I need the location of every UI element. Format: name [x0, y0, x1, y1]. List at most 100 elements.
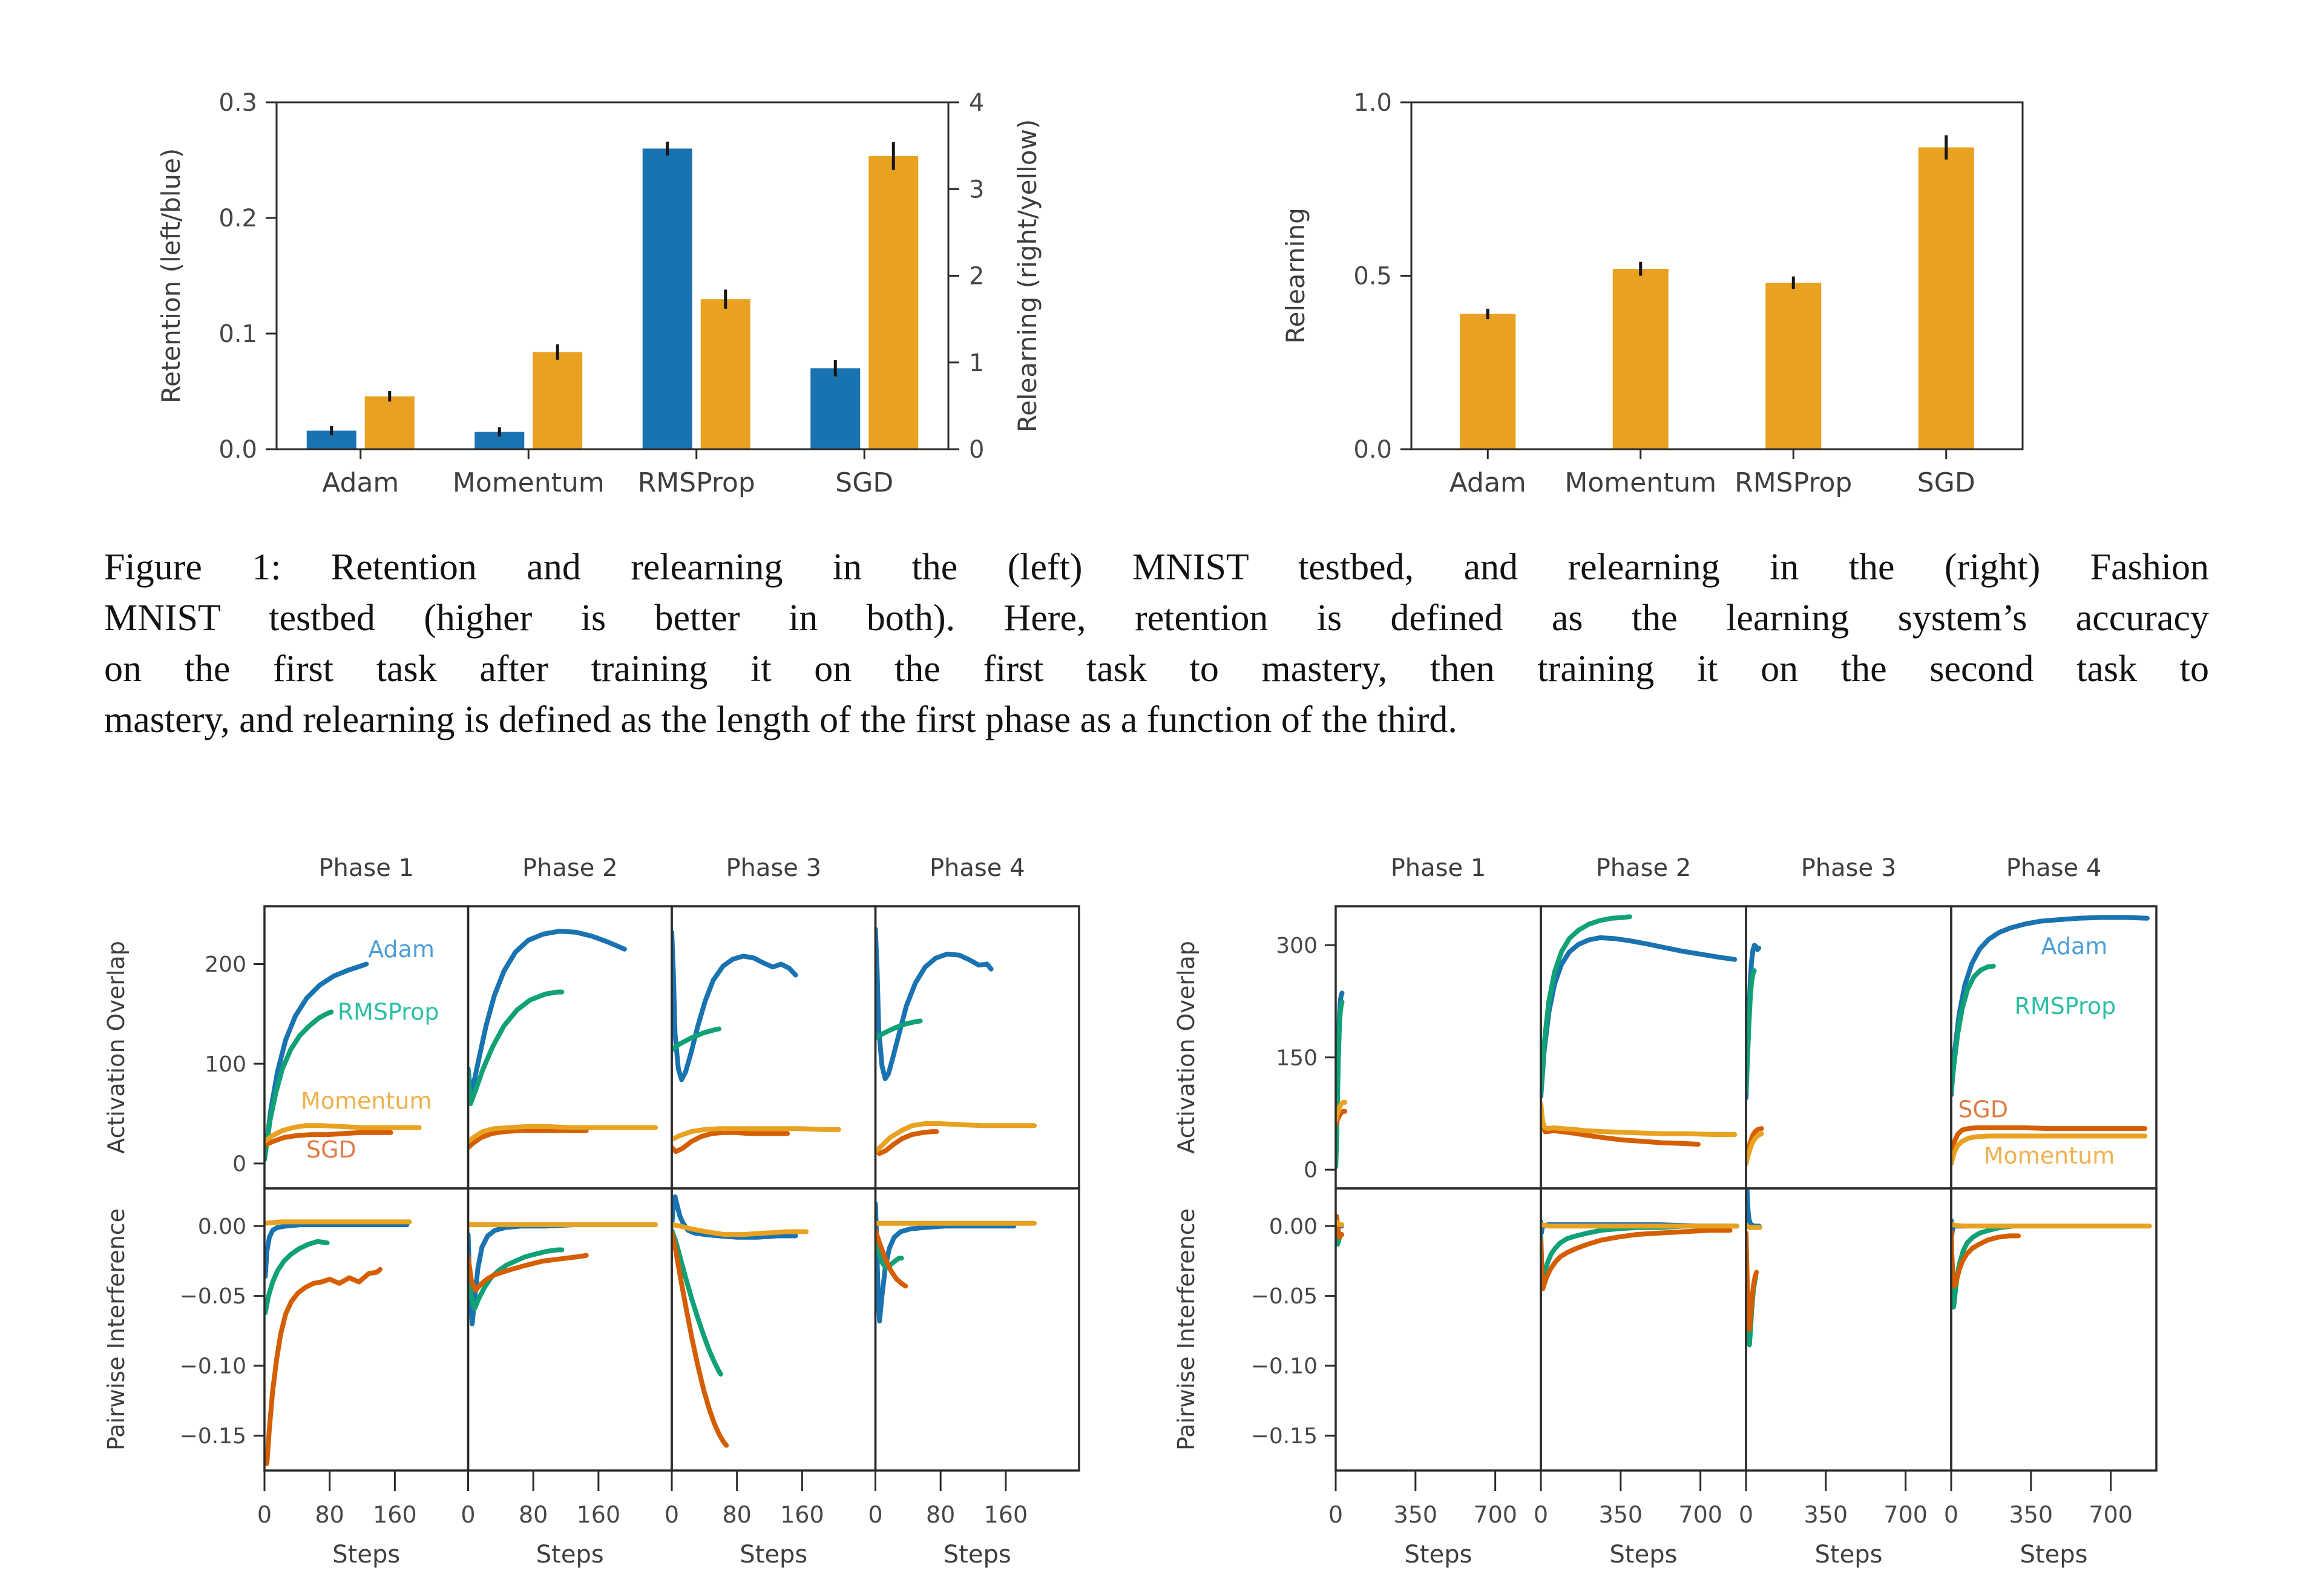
series-line-sgd: [672, 1230, 729, 1448]
series-line-rmsprop: [468, 1247, 565, 1311]
series-line-adam: [876, 1201, 1017, 1324]
bar-relearning-rmsprop: [1765, 282, 1822, 449]
panel-phase-1-row1: [265, 961, 422, 1162]
y-tick-label: 0.2: [218, 205, 257, 232]
series-line-sgd: [876, 1129, 939, 1156]
series-line-momentum: [672, 1126, 841, 1142]
bar-relearning-momentum: [1612, 269, 1669, 449]
phase-title: Phase 2: [1596, 854, 1692, 882]
series-line-adam: [1747, 1189, 1762, 1229]
x-tick-label: 160: [780, 1501, 824, 1528]
x-tick-label: 0: [868, 1501, 882, 1528]
phase-title: Phase 1: [1391, 854, 1486, 882]
x-axis-label: Steps: [1815, 1541, 1883, 1568]
series-line-momentum: [876, 1121, 1037, 1154]
y-tick-label: 0.0: [1353, 436, 1392, 464]
figure-caption: Figure 1: Retention and relearning in th…: [104, 542, 2209, 745]
bar-relearning-momentum: [533, 352, 583, 449]
x-tick-label: 160: [984, 1501, 1028, 1528]
panel-phase-3-row2: [1747, 1189, 1762, 1348]
panel-phase-3-row2: [672, 1194, 809, 1448]
x-axis-label: Steps: [944, 1541, 1011, 1568]
series-line-rmsprop: [1952, 963, 1996, 1095]
panel-box: [874, 1187, 1080, 1472]
x-tick-label: 700: [2089, 1501, 2133, 1528]
fashion-mnist-relearning-bar-chart: 0.0 0.5 1.0 Relearning Adam Momentum RMSProp SG…: [1247, 59, 2191, 547]
series-line-adam: [1952, 915, 2150, 1098]
phase-title: Phase 2: [522, 854, 618, 882]
y2-tick-label: 1: [969, 349, 984, 377]
x-tick-label: 0: [1328, 1501, 1343, 1528]
y-tick-label: −0.05: [1251, 1284, 1318, 1309]
series-line-sgd: [876, 1228, 908, 1289]
caption-line-4: mastery, and relearning is defined as th…: [104, 699, 1457, 740]
plot-box: [275, 101, 950, 450]
y-tick-label: 0.00: [198, 1214, 246, 1239]
series-line-adam: [1541, 935, 1738, 1099]
series-line-momentum: [1952, 1222, 2152, 1229]
panel-phase-2-row1: [468, 929, 658, 1150]
x-tick-label: 700: [1883, 1501, 1928, 1528]
y-tick-label: −0.05: [180, 1284, 246, 1309]
y2-tick-label: 3: [969, 176, 984, 203]
phase-title: Phase 4: [930, 854, 1025, 882]
caption-line-1: Figure 1: Retention and relearning in th…: [104, 547, 2209, 588]
bar-relearning-adam: [364, 396, 415, 449]
series-line-momentum: [468, 1124, 658, 1144]
series-line-adam: [672, 929, 798, 1082]
x-tick-label: 0: [1739, 1501, 1753, 1528]
phase-title: Phase 3: [726, 854, 821, 882]
panel-phase-4-row1: [1952, 915, 2150, 1167]
series-line-momentum: [265, 1219, 412, 1226]
panel-phase-3-row1: [1747, 943, 1764, 1167]
y-tick-label: 0: [232, 1151, 246, 1176]
y-tick-label: 0.0: [218, 436, 257, 464]
series-label-sgd: SGD: [1958, 1096, 2008, 1123]
category-label: SGD: [835, 467, 893, 498]
panel-phase-3-row1: [672, 929, 841, 1154]
bar-relearning-sgd: [1918, 147, 1974, 450]
category-label: Momentum: [1564, 467, 1716, 498]
phase-title: Phase 3: [1801, 854, 1897, 882]
x-tick-label: 350: [1804, 1501, 1848, 1528]
x-tick-label: 80: [315, 1501, 344, 1528]
x-axis-label: Steps: [536, 1541, 604, 1568]
series-line-momentum: [672, 1222, 809, 1237]
series-line-momentum: [1541, 1222, 1739, 1229]
panel-box: [1745, 1187, 1952, 1472]
x-tick-label: 80: [723, 1501, 752, 1528]
fashion_grid-svg: Activation Overlap 0 150 300 Phase 1 Phase 2 P…: [1173, 854, 2158, 1569]
phase-title: Phase 1: [318, 854, 414, 882]
row-y-axis-label: Pairwise Interference: [103, 1208, 130, 1451]
x-tick-label: 350: [1599, 1501, 1643, 1528]
bar-retention-sgd: [810, 368, 861, 449]
series-line-adam: [876, 927, 994, 1081]
series-label-momentum: Momentum: [1984, 1142, 2115, 1169]
y-tick-label: 0.3: [218, 89, 257, 117]
x-tick-label: 0: [665, 1501, 679, 1528]
bar-relearning-rmsprop: [700, 299, 750, 449]
panel-box: [263, 1187, 470, 1472]
series-line-sgd: [1541, 1105, 1701, 1147]
category-label: Adam: [1449, 467, 1526, 498]
series-line-adam: [672, 1194, 798, 1240]
x-tick-label: 160: [577, 1501, 621, 1528]
y-tick-label: 150: [1276, 1046, 1318, 1070]
series-label-rmsprop: RMSProp: [338, 999, 439, 1026]
mnist-phase-line-grid: Activation Overlap 0 100 200 Adam RMSProp Mome…: [91, 838, 1132, 1571]
series-line-momentum: [1952, 1133, 2148, 1167]
series-line-sgd: [468, 1253, 589, 1293]
y-tick-label: 0.1: [218, 320, 257, 348]
y-axis-label: Retention (left/blue): [156, 148, 186, 404]
series-line-rmsprop: [672, 1228, 723, 1377]
mnist-retention-relearning-bar-chart: 0.0 0.1 0.2 0.3 Retention (left/blue) 0 1 2 3 4 Re…: [121, 59, 1077, 547]
caption-line-2: MNIST testbed (higher is better in both)…: [104, 598, 2209, 639]
category-label: RMSProp: [1735, 467, 1852, 498]
x-axis-label: Steps: [332, 1541, 400, 1568]
series-line-rmsprop: [876, 1018, 923, 1041]
row-y-axis-label: Activation Overlap: [103, 941, 130, 1154]
series-line-momentum: [1336, 1099, 1348, 1123]
series-line-rmsprop: [672, 1026, 722, 1052]
x-axis-label: Steps: [1610, 1541, 1678, 1568]
